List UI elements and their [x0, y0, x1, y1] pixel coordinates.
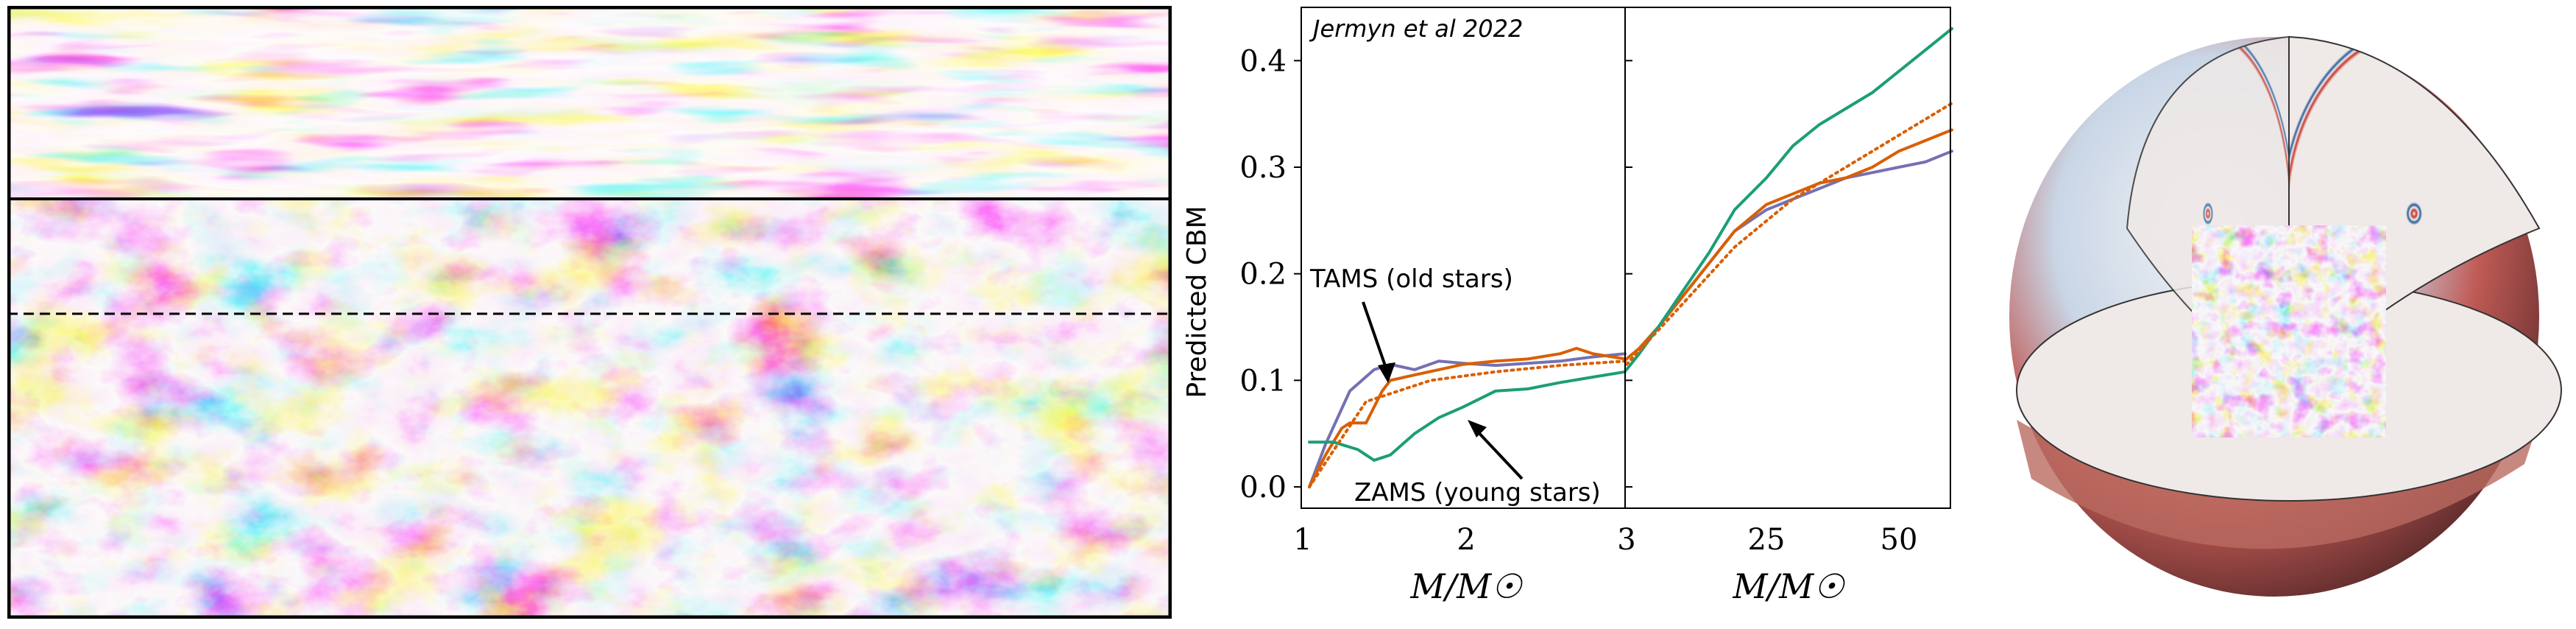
y-tick-label: 0.0 — [1239, 471, 1287, 505]
series-line-tams — [1625, 150, 1953, 361]
y-tick-label: 0.1 — [1239, 364, 1287, 398]
x-tick-1: 1 — [1293, 523, 1312, 557]
star-sphere-visualization — [1980, 7, 2569, 619]
y-tick-label: 0.3 — [1239, 151, 1287, 185]
x-tick-3: 3 — [1617, 523, 1635, 557]
x-axis-title-left: M/M☉ — [1410, 566, 1524, 606]
cbm-chart: Predicted CBM 0.0 0.1 0.2 0.3 0.4 Jermyn et … — [1182, 7, 1953, 606]
tams-arrow — [1362, 301, 1390, 375]
y-ticks: 0.0 0.1 0.2 0.3 0.4 — [1239, 44, 1632, 505]
y-axis-label: Predicted CBM — [1182, 205, 1212, 398]
chart-panel-right — [1625, 27, 1953, 371]
chart-left-frame — [1301, 7, 1626, 509]
lower-bowl — [2017, 420, 2539, 549]
series-line-mid — [1625, 128, 1953, 361]
convective-region — [7, 199, 1172, 619]
chart-right-frame — [1624, 7, 1951, 509]
sphere-cutaway — [2009, 35, 2562, 597]
series-line-fit — [1308, 359, 1627, 489]
tams-arrowhead — [1378, 362, 1395, 383]
x-axis-title-right: M/M☉ — [1733, 566, 1846, 606]
wave-region — [7, 6, 1172, 199]
zams-annotation: ZAMS (young stars) — [1354, 478, 1601, 507]
series-line-mid — [1308, 346, 1627, 489]
series-line-tams — [1308, 352, 1627, 489]
zams-arrow — [1472, 426, 1524, 480]
chart-panel-left — [1308, 346, 1627, 489]
y-tick-label: 0.4 — [1239, 44, 1287, 78]
x-tick-25: 25 — [1748, 523, 1786, 557]
series-line-fit — [1625, 102, 1953, 366]
zams-arrowhead — [1468, 420, 1487, 438]
x-tick-2: 2 — [1457, 523, 1475, 557]
convection-simulation-image — [7, 5, 1172, 619]
panel-frame — [7, 5, 1172, 619]
convection-slice — [7, 5, 1172, 619]
citation-label: Jermyn et al 2022 — [1309, 15, 1523, 43]
series-line-zams — [1308, 370, 1627, 463]
tams-annotation: TAMS (old stars) — [1309, 264, 1513, 294]
x-tick-50: 50 — [1880, 523, 1918, 557]
series-line-zams — [1625, 27, 1953, 371]
y-tick-label: 0.2 — [1239, 258, 1287, 292]
convective-core — [2208, 243, 2370, 420]
